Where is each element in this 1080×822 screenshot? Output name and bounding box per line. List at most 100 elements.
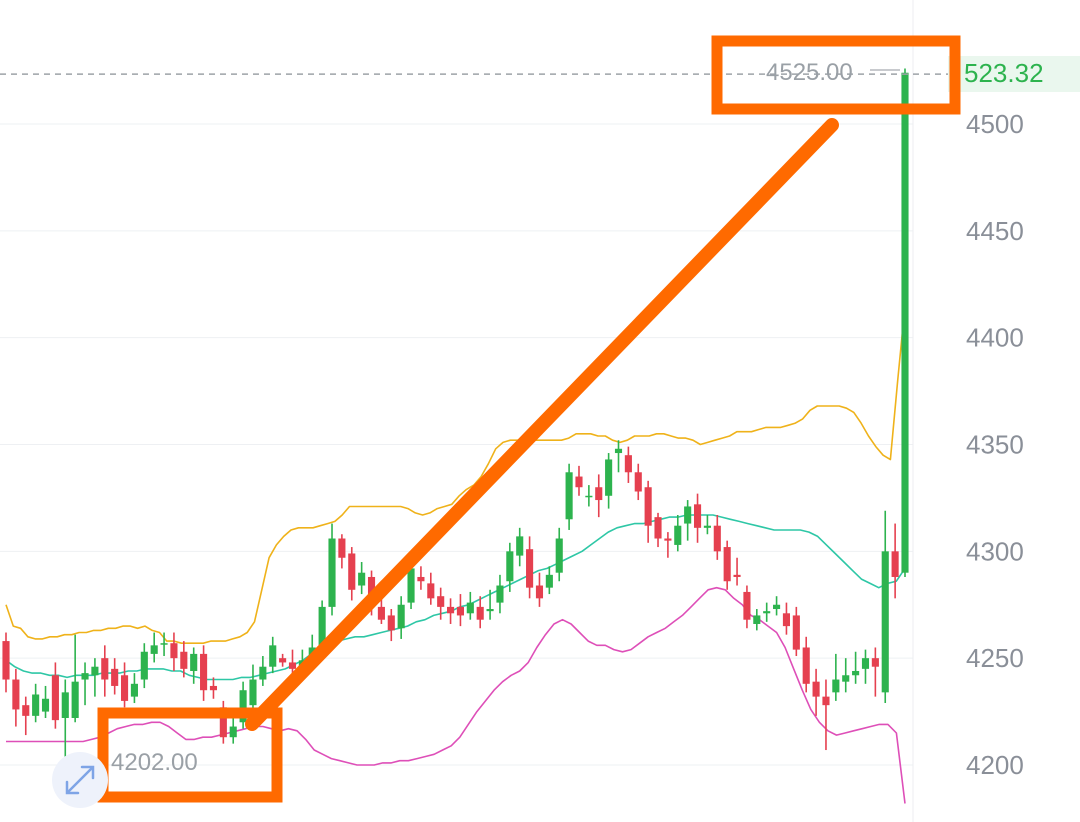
candle: [150, 632, 158, 663]
candle: [387, 609, 395, 642]
candle: [427, 572, 435, 605]
expand-icon: [65, 765, 95, 795]
candle: [328, 523, 336, 616]
candle-body: [743, 591, 751, 620]
y-tick-label: 4450: [966, 216, 1024, 246]
candle-body: [822, 696, 830, 706]
candle-body: [693, 504, 702, 528]
candle: [743, 585, 751, 629]
candle-body: [634, 472, 642, 492]
candle: [466, 591, 474, 620]
candle-body: [111, 668, 119, 686]
candle: [545, 566, 553, 595]
candle: [664, 532, 672, 558]
candle-body: [763, 611, 771, 614]
candle: [496, 574, 504, 614]
candle-body: [753, 615, 761, 624]
candle: [437, 587, 445, 620]
candle: [585, 485, 593, 507]
candle-body: [605, 459, 613, 496]
candle: [723, 540, 731, 590]
candle-body: [585, 495, 593, 498]
candle-body: [101, 658, 109, 680]
candle: [51, 662, 59, 729]
candle-body: [684, 506, 692, 524]
candle: [269, 636, 277, 674]
candle-body: [407, 568, 415, 603]
candle-body: [802, 647, 810, 684]
candle-body: [624, 455, 632, 473]
candle-body: [377, 606, 385, 620]
candle: [41, 685, 50, 718]
candle-body: [130, 683, 138, 697]
candle-body: [229, 726, 237, 738]
candle: [12, 668, 20, 727]
candle: [703, 515, 711, 535]
candle-body: [842, 675, 850, 682]
candle-body: [773, 604, 781, 610]
candle: [160, 632, 168, 657]
grid-lines: [0, 123, 913, 766]
candle-body: [496, 585, 504, 603]
candle: [279, 653, 287, 667]
candle-body: [190, 653, 198, 671]
high-price-marker: 4525.00: [766, 59, 853, 86]
annotation-box-high: [711, 35, 961, 115]
candle: [812, 668, 820, 716]
candle: [684, 500, 692, 541]
candle: [249, 664, 257, 712]
candle: [486, 589, 494, 620]
candle: [644, 480, 652, 543]
candle-body: [32, 694, 40, 716]
candle-body: [348, 553, 356, 590]
candle-body: [792, 615, 800, 650]
candle-body: [516, 536, 524, 556]
candle: [219, 700, 227, 744]
candle: [140, 643, 148, 689]
candle-body: [812, 681, 820, 697]
candle: [555, 527, 563, 582]
candle: [753, 609, 761, 631]
candle: [634, 463, 642, 501]
y-tick-label: 4400: [966, 323, 1024, 353]
low-price-marker: 4202.00: [111, 749, 198, 776]
candle-body: [269, 645, 277, 667]
candle-body: [713, 525, 721, 552]
candle-body: [140, 651, 148, 680]
candle-body: [81, 673, 89, 680]
candle: [852, 651, 860, 684]
candle: [654, 512, 662, 548]
candle: [605, 453, 613, 509]
candle-body: [703, 525, 711, 528]
candle-body: [437, 596, 445, 607]
bollinger-bands: [5, 305, 906, 804]
candle: [614, 440, 623, 473]
candle: [575, 465, 583, 496]
candle-body: [506, 551, 514, 582]
candle-body: [288, 662, 297, 669]
candle-body: [239, 690, 247, 723]
candle-body: [555, 538, 563, 573]
candle-body: [120, 675, 129, 701]
expand-button[interactable]: [52, 752, 108, 808]
annotation-arrow-line: [245, 118, 839, 731]
current-price-tag: [948, 56, 1080, 92]
y-axis-tick-labels: 4500 4450 4400 4350 4300 4250 4200: [966, 109, 1024, 780]
candle: [2, 632, 10, 693]
candle: [101, 645, 109, 697]
candle-body: [417, 576, 425, 582]
candle: [190, 647, 198, 684]
candle: [91, 658, 99, 697]
candle-body: [654, 517, 662, 539]
candle: [120, 662, 129, 708]
candle: [516, 527, 524, 567]
candle-body: [160, 643, 168, 645]
candle-body: [782, 613, 791, 627]
y-tick-label: 4350: [966, 430, 1024, 460]
candle: [802, 636, 810, 693]
candle: [130, 673, 138, 704]
candle: [259, 656, 267, 686]
candle: [71, 634, 79, 723]
candle-body: [358, 572, 366, 586]
